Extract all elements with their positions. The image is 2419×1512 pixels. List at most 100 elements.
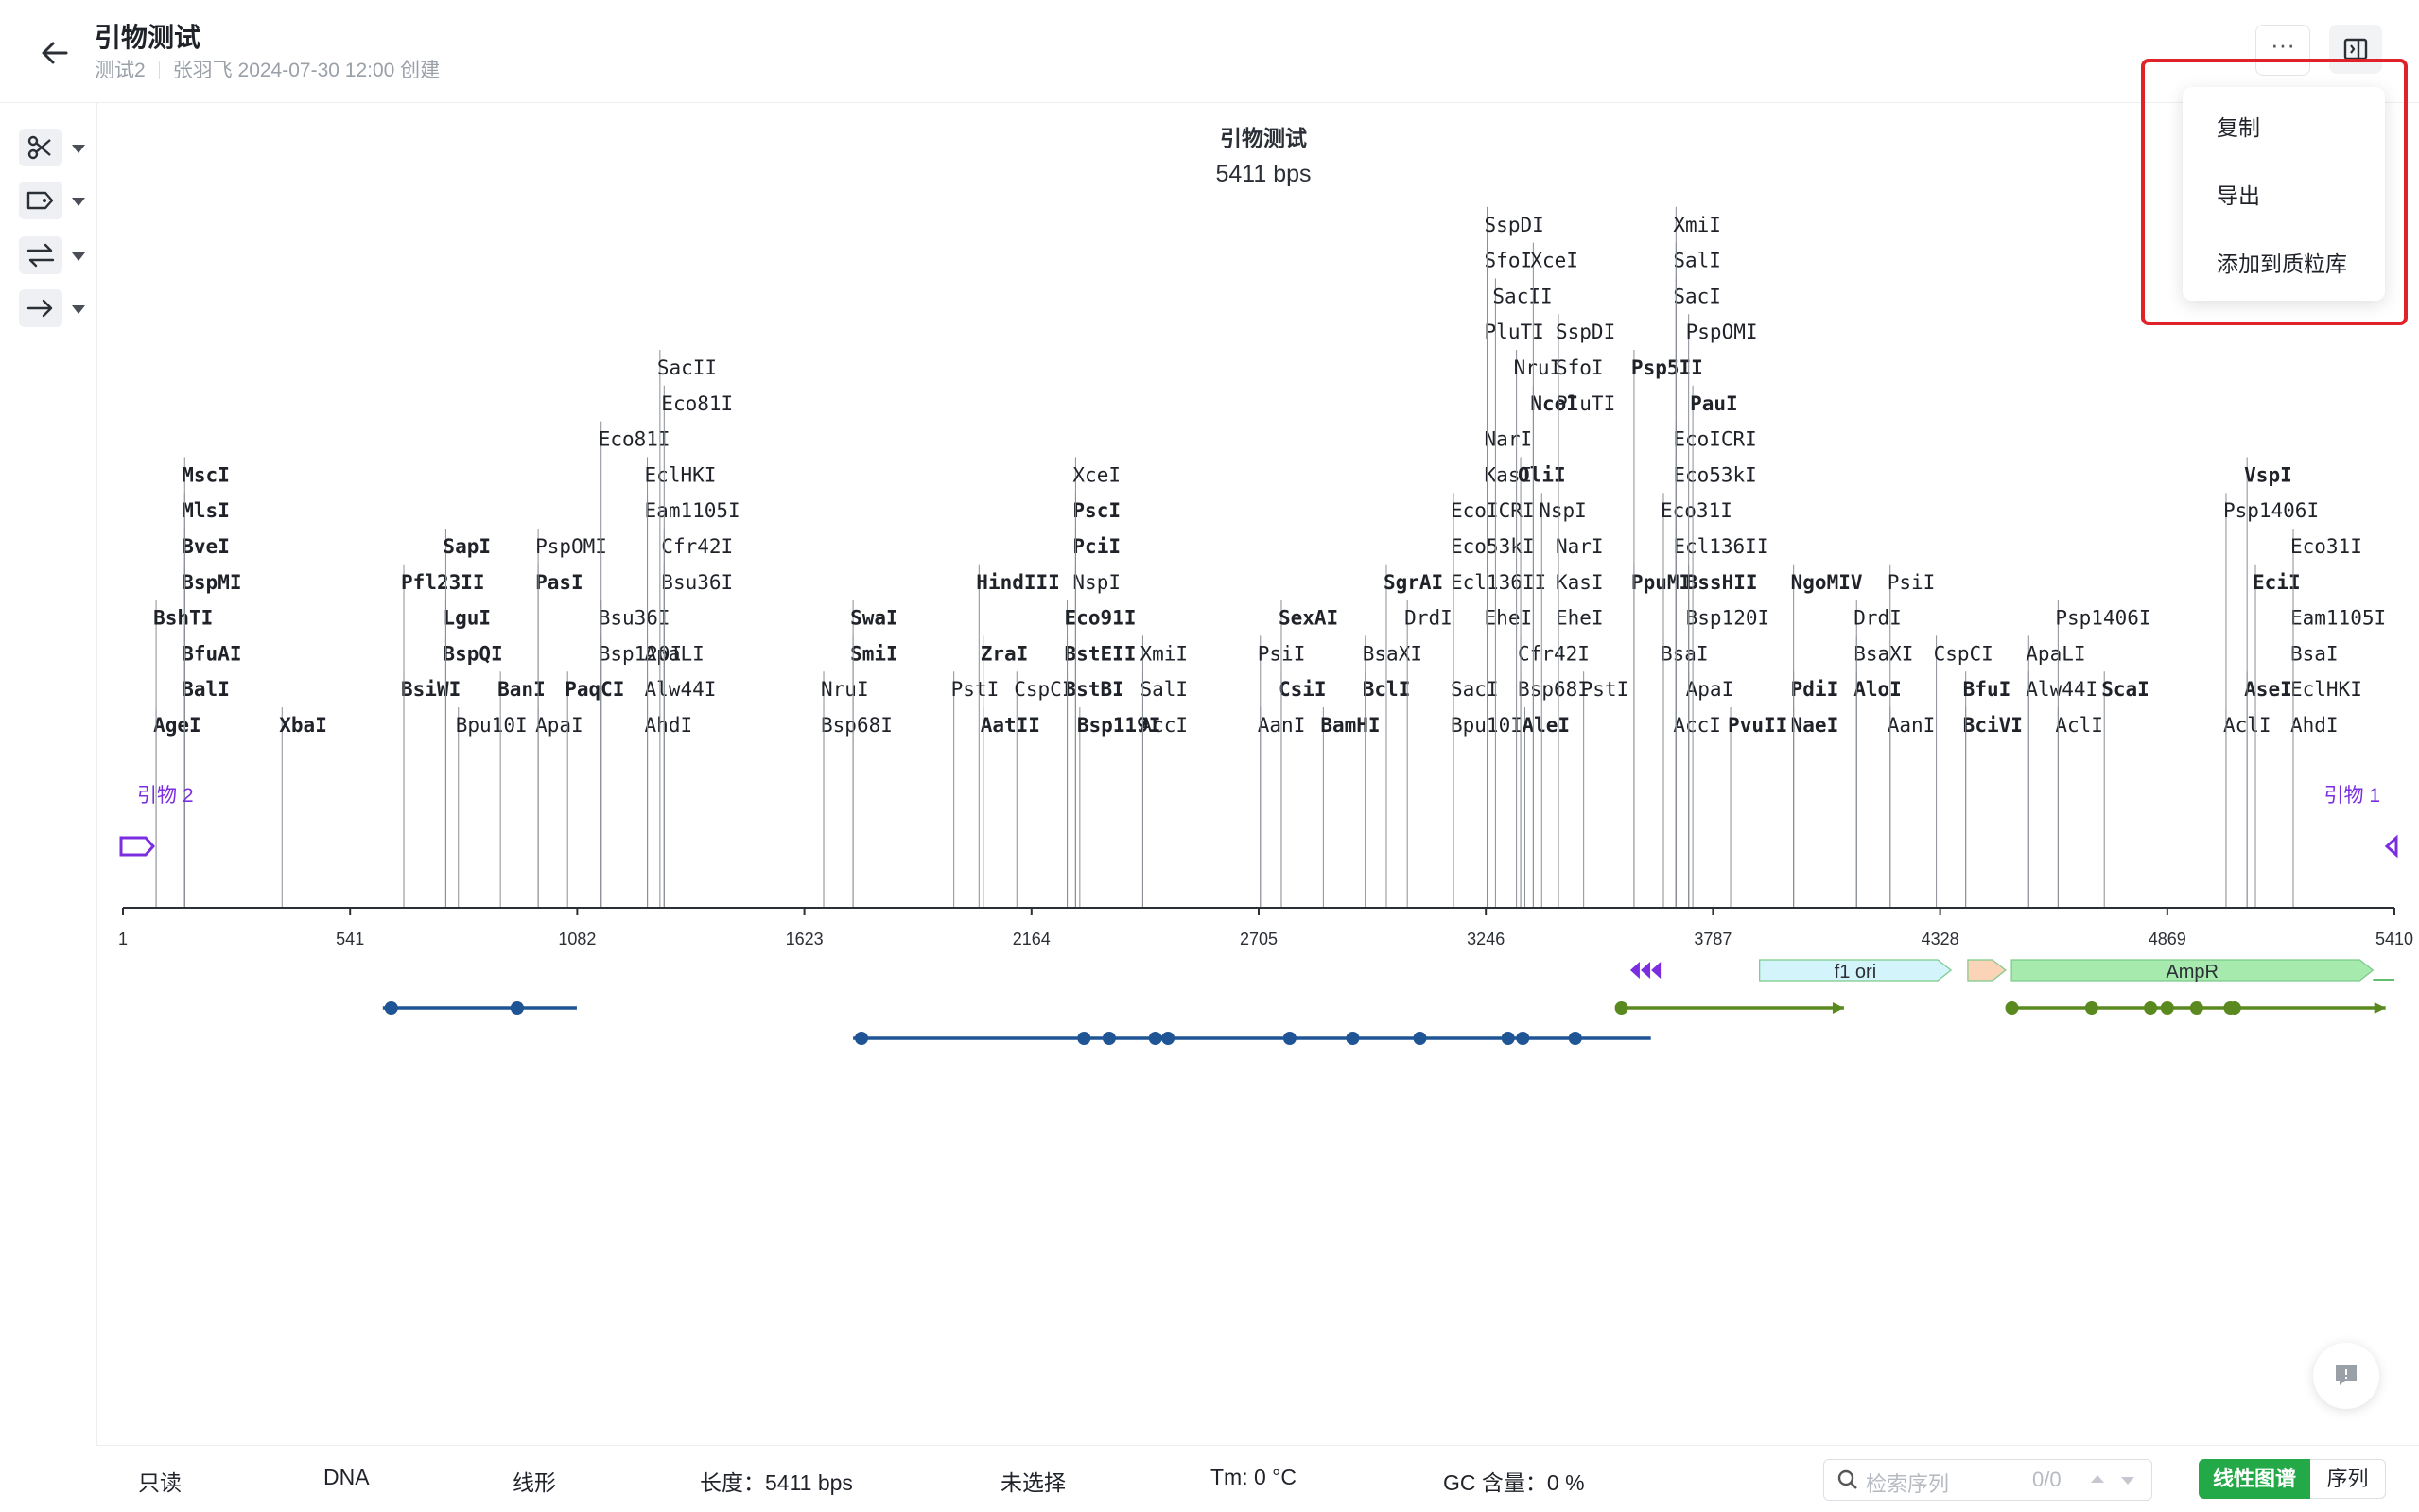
- swap-tool-dropdown-icon[interactable]: [72, 252, 85, 261]
- orf-start-codon[interactable]: [2160, 1001, 2174, 1015]
- orf-start-codon[interactable]: [1568, 1032, 1582, 1045]
- enzyme-label[interactable]: PciI: [1072, 535, 1121, 558]
- side-panel-button[interactable]: [2329, 25, 2382, 74]
- feature-marker[interactable]: [1641, 962, 1651, 979]
- enzyme-label[interactable]: Bsp120I: [1686, 607, 1770, 630]
- enzyme-label[interactable]: AccI: [1140, 714, 1188, 737]
- enzyme-label[interactable]: DrdI: [1404, 607, 1453, 630]
- orf-start-codon[interactable]: [1614, 1001, 1628, 1015]
- enzyme-label[interactable]: Eco91I: [1065, 607, 1137, 630]
- enzyme-label[interactable]: PpuMI: [1631, 571, 1691, 594]
- label-tool-dropdown-icon[interactable]: [72, 198, 85, 206]
- enzyme-label[interactable]: ApaI: [1686, 678, 1734, 701]
- enzyme-label[interactable]: SacI: [1451, 678, 1499, 701]
- enzyme-label[interactable]: MlsI: [182, 499, 230, 522]
- enzyme-label[interactable]: EclHKI: [2290, 678, 2362, 701]
- enzyme-label[interactable]: EcoICRI: [1451, 499, 1535, 522]
- orf-start-codon[interactable]: [1516, 1032, 1530, 1045]
- enzyme-label[interactable]: SalI: [1140, 678, 1188, 701]
- orf-start-codon[interactable]: [510, 1001, 524, 1015]
- enzyme-label[interactable]: PscI: [1072, 499, 1121, 522]
- enzyme-label[interactable]: PstI: [1581, 678, 1629, 701]
- enzyme-label[interactable]: NruI: [821, 678, 869, 701]
- enzyme-label[interactable]: PvuII: [1728, 714, 1787, 737]
- navigate-tool-dropdown-icon[interactable]: [72, 305, 85, 314]
- orf-start-codon[interactable]: [2189, 1001, 2203, 1015]
- swap-tool-button[interactable]: [19, 236, 62, 274]
- project-name[interactable]: 测试2: [95, 60, 146, 81]
- enzyme-label[interactable]: BfuAI: [182, 642, 241, 665]
- enzyme-label[interactable]: EclHKI: [645, 463, 717, 486]
- enzyme-label[interactable]: Eco31I: [1661, 499, 1732, 522]
- enzyme-label[interactable]: BsaXI: [1363, 642, 1422, 665]
- enzyme-label[interactable]: AloI: [1853, 678, 1902, 701]
- orf-start-codon[interactable]: [1413, 1032, 1427, 1045]
- enzyme-label[interactable]: BveI: [182, 535, 230, 558]
- linear-map-view-button[interactable]: 线性图谱: [2199, 1459, 2310, 1499]
- enzyme-label[interactable]: VspI: [2244, 463, 2292, 486]
- orf-start-codon[interactable]: [2144, 1001, 2158, 1015]
- enzyme-label[interactable]: Eco31I: [2290, 535, 2362, 558]
- orf-start-codon[interactable]: [2227, 1001, 2241, 1015]
- cut-tool-dropdown-icon[interactable]: [72, 145, 85, 153]
- orf-start-codon[interactable]: [1148, 1032, 1162, 1045]
- enzyme-label[interactable]: BsaXI: [1853, 642, 1913, 665]
- enzyme-label[interactable]: BshTI: [153, 607, 213, 630]
- search-box[interactable]: 检索序列 0/0: [1823, 1459, 2152, 1501]
- enzyme-label[interactable]: SacII: [657, 356, 717, 379]
- enzyme-label[interactable]: ApaLI: [645, 642, 705, 665]
- enzyme-label[interactable]: XmiI: [1673, 214, 1721, 236]
- enzyme-label[interactable]: SfoI: [1556, 356, 1604, 379]
- enzyme-label[interactable]: NruI: [1514, 356, 1562, 379]
- enzyme-label[interactable]: BsiWI: [401, 678, 461, 701]
- enzyme-label[interactable]: NarI: [1485, 428, 1533, 451]
- menu-item-copy[interactable]: 复制: [2217, 115, 2260, 140]
- enzyme-label[interactable]: Eco53kI: [1673, 463, 1757, 486]
- enzyme-label[interactable]: NspI: [1539, 499, 1587, 522]
- enzyme-label[interactable]: BciVI: [1963, 714, 2023, 737]
- enzyme-label[interactable]: BsaI: [1661, 642, 1709, 665]
- feature-arrow[interactable]: [2010, 959, 2375, 982]
- enzyme-label[interactable]: AatII: [981, 714, 1040, 737]
- menu-item-add-to-plasmid-library[interactable]: 添加到质粒库: [2217, 252, 2347, 276]
- enzyme-label[interactable]: EheI: [1485, 607, 1533, 630]
- orf-start-codon[interactable]: [1346, 1032, 1360, 1045]
- enzyme-label[interactable]: SspDI: [1485, 214, 1544, 236]
- enzyme-label[interactable]: AgeI: [153, 714, 201, 737]
- enzyme-label[interactable]: AclI: [2055, 714, 2103, 737]
- primer-label[interactable]: 引物 1: [2323, 785, 2380, 807]
- enzyme-label[interactable]: Eco53kI: [1451, 535, 1535, 558]
- enzyme-label[interactable]: ZraI: [981, 642, 1029, 665]
- orf-start-codon[interactable]: [1501, 1032, 1515, 1045]
- enzyme-label[interactable]: ScaI: [2101, 678, 2149, 701]
- enzyme-label[interactable]: Cfr42I: [661, 535, 733, 558]
- enzyme-label[interactable]: Psp1406I: [2223, 499, 2319, 522]
- enzyme-label[interactable]: CspCI: [1934, 642, 1993, 665]
- enzyme-label[interactable]: ApaLI: [2026, 642, 2085, 665]
- enzyme-label[interactable]: BstEII: [1065, 642, 1137, 665]
- orf-start-codon[interactable]: [1102, 1032, 1116, 1045]
- enzyme-label[interactable]: CsiI: [1279, 678, 1327, 701]
- enzyme-label[interactable]: Eam1105I: [645, 499, 740, 522]
- enzyme-label[interactable]: BalI: [182, 678, 230, 701]
- primer-label[interactable]: 引物 2: [137, 785, 194, 807]
- enzyme-label[interactable]: PluTI: [1556, 392, 1615, 415]
- enzyme-label[interactable]: SspDI: [1556, 321, 1615, 343]
- enzyme-label[interactable]: KasI: [1485, 463, 1533, 486]
- enzyme-label[interactable]: EciI: [2253, 571, 2301, 594]
- enzyme-label[interactable]: BspQI: [443, 642, 502, 665]
- cut-tool-button[interactable]: [19, 129, 62, 166]
- enzyme-label[interactable]: EheI: [1556, 607, 1604, 630]
- enzyme-label[interactable]: Eco81I: [599, 428, 670, 451]
- enzyme-label[interactable]: SwaI: [850, 607, 898, 630]
- enzyme-label[interactable]: AhdI: [2290, 714, 2339, 737]
- sequence-view-button[interactable]: 序列: [2310, 1459, 2386, 1499]
- enzyme-label[interactable]: MscI: [182, 463, 230, 486]
- enzyme-label[interactable]: NaeI: [1791, 714, 1839, 737]
- enzyme-label[interactable]: Bsp119I: [1077, 714, 1161, 737]
- feature-arrow[interactable]: [1967, 959, 2007, 982]
- enzyme-label[interactable]: Alw44I: [645, 678, 717, 701]
- enzyme-label[interactable]: Bsp68I: [1518, 678, 1590, 701]
- enzyme-label[interactable]: PspOMI: [535, 535, 607, 558]
- feature-marker[interactable]: [1651, 962, 1662, 979]
